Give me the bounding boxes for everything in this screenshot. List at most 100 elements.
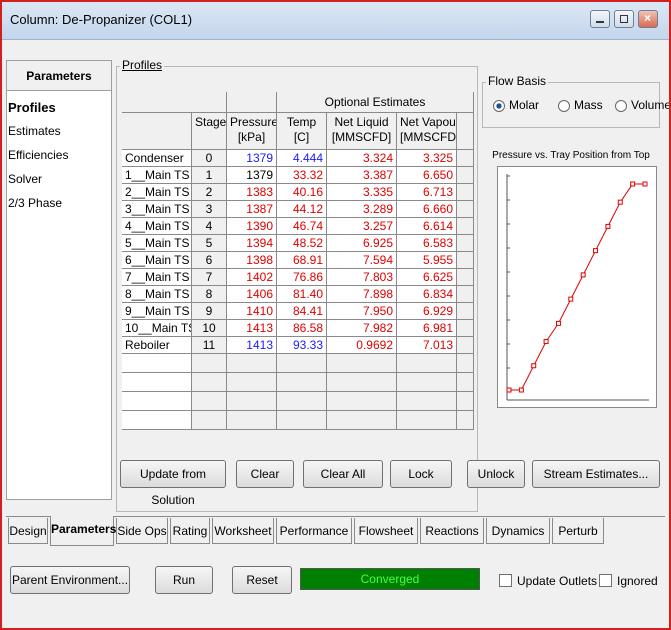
- table-cell: [457, 337, 474, 354]
- tab[interactable]: Worksheet: [212, 518, 274, 544]
- column-header: Temp: [286, 115, 317, 129]
- table-cell: 6.834: [397, 286, 457, 303]
- pressure-point: [531, 363, 537, 369]
- table-cell: [457, 235, 474, 252]
- empty-cell: [227, 411, 277, 430]
- nav-item[interactable]: Efficiencies: [8, 148, 69, 162]
- table-cell: 3.387: [327, 167, 397, 184]
- tab[interactable]: Side Ops: [116, 518, 168, 544]
- empty-cell: [122, 373, 192, 392]
- header-cell: [122, 113, 192, 150]
- table-cell: 1410: [227, 303, 277, 320]
- restore-button[interactable]: [614, 10, 634, 28]
- column-header: [MMSCFD]: [331, 130, 392, 144]
- row-name: 10__Main TS: [122, 320, 192, 337]
- table-cell: 46.74: [277, 218, 327, 235]
- column-header: Net Liquid: [334, 115, 389, 129]
- close-button[interactable]: ×: [638, 10, 658, 28]
- profile-button[interactable]: Lock: [390, 460, 452, 488]
- empty-cell: [397, 411, 457, 430]
- table-cell: 10: [192, 320, 227, 337]
- tab[interactable]: Rating: [170, 518, 210, 544]
- pressure-point: [580, 272, 586, 278]
- empty-cell: [457, 411, 474, 430]
- table-cell: 7.803: [327, 269, 397, 286]
- empty-cell: [192, 392, 227, 411]
- nav-item[interactable]: Solver: [8, 172, 43, 186]
- column-header: Stage: [195, 115, 227, 129]
- empty-cell: [192, 411, 227, 430]
- table-cell: [457, 184, 474, 201]
- table-cell: 1: [192, 167, 227, 184]
- pressure-chart: [497, 166, 657, 408]
- radio-button[interactable]: [493, 100, 505, 112]
- profile-button[interactable]: Clear: [236, 460, 294, 488]
- table-cell: 44.12: [277, 201, 327, 218]
- radio-label[interactable]: Mass: [574, 98, 603, 112]
- footer-button[interactable]: Run: [155, 566, 213, 594]
- tab[interactable]: Parameters: [50, 516, 116, 546]
- row-name: 7__Main TS: [122, 269, 192, 286]
- empty-cell: [227, 392, 277, 411]
- checkbox[interactable]: [499, 574, 512, 587]
- table-cell: 40.16: [277, 184, 327, 201]
- table-cell: 9: [192, 303, 227, 320]
- nav-panel: Parameters: [6, 60, 112, 500]
- table-cell: 6.650: [397, 167, 457, 184]
- table-cell: 1387: [227, 201, 277, 218]
- checkbox-label[interactable]: Ignored: [617, 574, 658, 588]
- empty-cell: [457, 354, 474, 373]
- radio-label[interactable]: Volume: [631, 98, 671, 112]
- nav-heading: Parameters: [7, 61, 111, 91]
- table-cell: 3.289: [327, 201, 397, 218]
- table-cell: 3.335: [327, 184, 397, 201]
- table-cell: 4.444: [277, 150, 327, 167]
- radio-button[interactable]: [558, 100, 570, 112]
- empty-cell: [192, 373, 227, 392]
- profile-button[interactable]: Unlock: [467, 460, 525, 488]
- pressure-point: [543, 339, 549, 345]
- flow-basis-group: [482, 82, 660, 128]
- table-cell: 76.86: [277, 269, 327, 286]
- table-cell: 1402: [227, 269, 277, 286]
- status-bar: Converged: [300, 568, 480, 590]
- tab[interactable]: Flowsheet: [354, 518, 418, 544]
- empty-cell: [192, 354, 227, 373]
- table-cell: 3.325: [397, 150, 457, 167]
- table-cell: 1379: [227, 167, 277, 184]
- profile-button[interactable]: Stream Estimates...: [532, 460, 660, 488]
- table-cell: 5: [192, 235, 227, 252]
- header-cell: Temp [C]: [277, 113, 327, 150]
- nav-item[interactable]: Estimates: [8, 124, 61, 138]
- header-cell: Pressure [kPa]: [227, 113, 277, 150]
- table-cell: 6.981: [397, 320, 457, 337]
- footer-button[interactable]: Parent Environment...: [10, 566, 130, 594]
- profile-button[interactable]: Clear All: [303, 460, 383, 488]
- table-cell: 1390: [227, 218, 277, 235]
- minimize-button[interactable]: [590, 10, 610, 28]
- tab[interactable]: Reactions: [420, 518, 484, 544]
- tab[interactable]: Design: [8, 518, 48, 544]
- empty-cell: [457, 373, 474, 392]
- profiles-label: Profiles: [120, 58, 165, 72]
- checkbox-label[interactable]: Update Outlets: [517, 574, 598, 588]
- row-name: 2__Main TS: [122, 184, 192, 201]
- pressure-line: [509, 183, 645, 391]
- tab[interactable]: Performance: [276, 518, 352, 544]
- table-cell: 11: [192, 337, 227, 354]
- profile-button[interactable]: Update from Solution: [120, 460, 226, 507]
- pressure-point: [506, 387, 512, 393]
- radio-label[interactable]: Molar: [509, 98, 540, 112]
- table-cell: 84.41: [277, 303, 327, 320]
- nav-item[interactable]: 2/3 Phase: [8, 196, 63, 210]
- tab[interactable]: Dynamics: [486, 518, 550, 544]
- table-cell: [457, 218, 474, 235]
- nav-item[interactable]: Profiles: [8, 100, 56, 115]
- tab[interactable]: Perturb: [552, 518, 604, 544]
- checkbox[interactable]: [599, 574, 612, 587]
- empty-cell: [277, 373, 327, 392]
- footer-button[interactable]: Reset: [232, 566, 292, 594]
- radio-button[interactable]: [615, 100, 627, 112]
- pressure-point: [642, 181, 648, 187]
- table-cell: 6.929: [397, 303, 457, 320]
